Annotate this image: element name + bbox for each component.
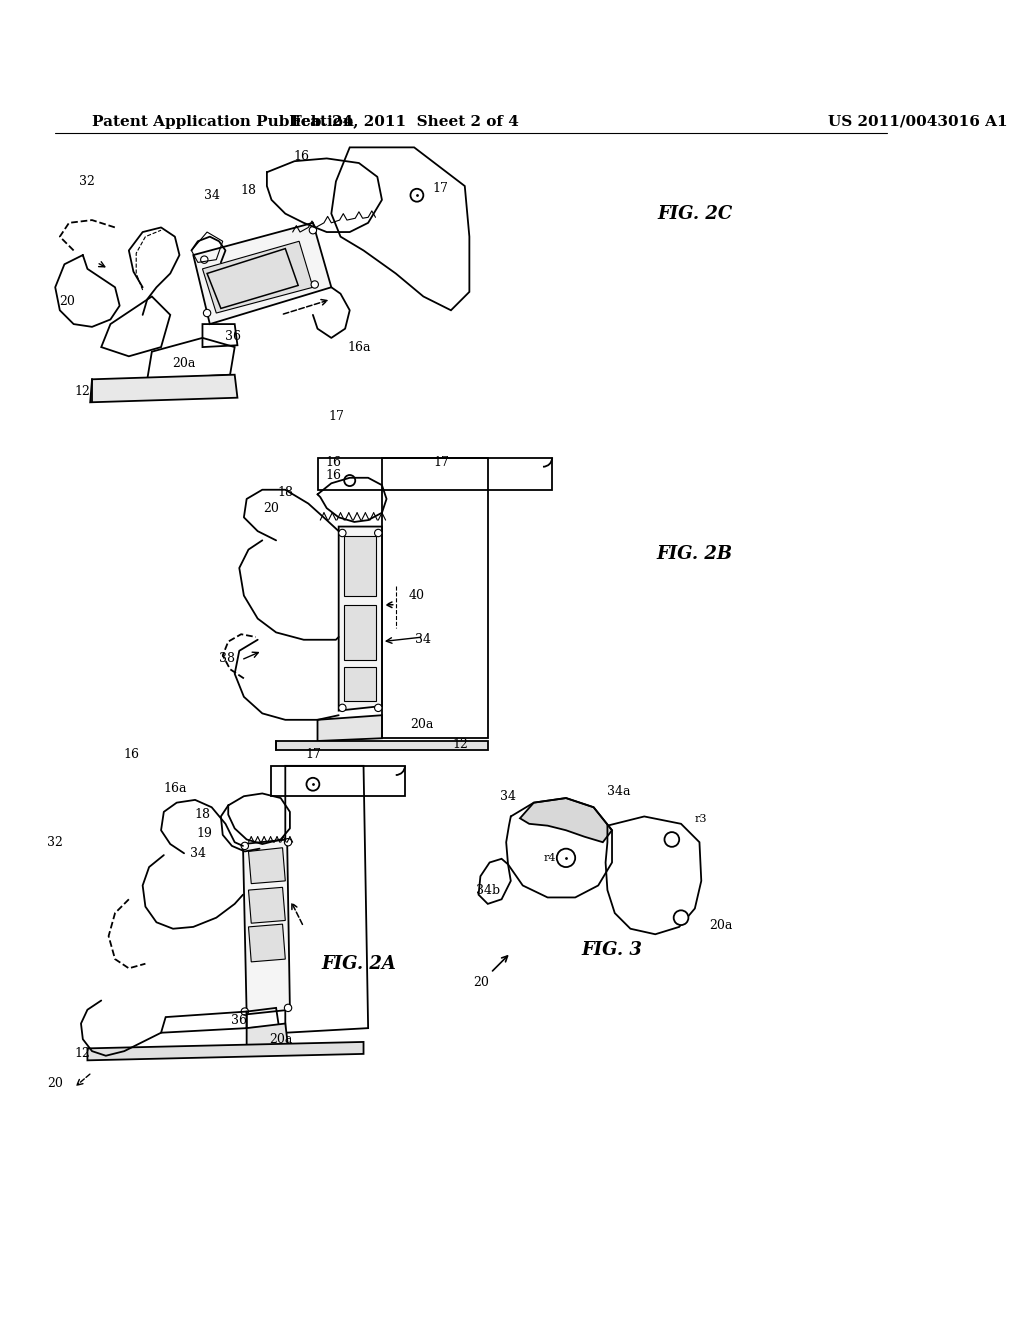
Polygon shape: [243, 840, 290, 1014]
Text: 16: 16: [124, 748, 139, 762]
Text: 34b: 34b: [476, 883, 500, 896]
Circle shape: [309, 227, 316, 234]
Circle shape: [204, 309, 211, 317]
Text: FIG. 2A: FIG. 2A: [322, 954, 396, 973]
Text: 40: 40: [409, 589, 425, 602]
Polygon shape: [339, 527, 382, 710]
Polygon shape: [317, 715, 382, 741]
Circle shape: [306, 777, 319, 791]
Text: 20: 20: [47, 1077, 63, 1090]
Text: 12: 12: [75, 1047, 91, 1060]
Polygon shape: [249, 924, 286, 962]
Text: 17: 17: [434, 455, 450, 469]
Polygon shape: [203, 242, 313, 313]
Text: 16: 16: [326, 455, 341, 469]
Text: 20: 20: [59, 294, 75, 308]
Circle shape: [285, 1005, 292, 1011]
Text: 12: 12: [453, 738, 468, 751]
Text: 17: 17: [305, 748, 321, 762]
Text: r4: r4: [543, 853, 556, 863]
Text: FIG. 2B: FIG. 2B: [656, 545, 733, 564]
Text: 18: 18: [278, 486, 293, 499]
Circle shape: [339, 704, 346, 711]
Text: 20a: 20a: [709, 919, 732, 932]
Polygon shape: [344, 605, 377, 660]
Text: Feb. 24, 2011  Sheet 2 of 4: Feb. 24, 2011 Sheet 2 of 4: [291, 115, 519, 128]
Circle shape: [674, 911, 688, 925]
Text: 38: 38: [219, 652, 236, 665]
Polygon shape: [247, 1023, 288, 1048]
Circle shape: [241, 1008, 249, 1015]
Text: r3: r3: [695, 814, 708, 824]
Polygon shape: [520, 799, 612, 842]
Polygon shape: [87, 1041, 364, 1060]
Text: 20: 20: [473, 975, 489, 989]
Circle shape: [375, 529, 382, 537]
Text: 20a: 20a: [410, 718, 433, 731]
Text: 36: 36: [231, 1014, 247, 1027]
Text: 16a: 16a: [347, 341, 371, 354]
Circle shape: [285, 838, 292, 846]
Circle shape: [311, 281, 318, 288]
Circle shape: [344, 475, 355, 486]
Text: 34: 34: [500, 789, 516, 803]
Polygon shape: [249, 887, 286, 923]
Text: FIG. 3: FIG. 3: [582, 941, 642, 958]
Circle shape: [201, 256, 208, 263]
Text: 32: 32: [80, 176, 95, 187]
Circle shape: [411, 189, 423, 202]
Text: 32: 32: [47, 836, 63, 849]
Text: 34: 34: [416, 634, 431, 647]
Polygon shape: [249, 847, 286, 883]
Text: 34a: 34a: [606, 785, 630, 799]
Text: 16: 16: [294, 150, 310, 164]
Circle shape: [557, 849, 575, 867]
Circle shape: [665, 832, 679, 847]
Text: Patent Application Publication: Patent Application Publication: [92, 115, 354, 128]
Text: 36: 36: [225, 330, 241, 343]
Text: 20a: 20a: [269, 1032, 293, 1045]
Text: FIG. 2C: FIG. 2C: [657, 205, 732, 223]
Text: 34: 34: [189, 846, 206, 859]
Text: 18: 18: [241, 183, 256, 197]
Polygon shape: [276, 741, 487, 750]
Text: US 2011/0043016 A1: US 2011/0043016 A1: [828, 115, 1008, 128]
Text: 20: 20: [263, 502, 280, 515]
Polygon shape: [194, 223, 332, 325]
Text: 34: 34: [204, 189, 220, 202]
Circle shape: [375, 704, 382, 711]
Text: 16a: 16a: [163, 783, 186, 796]
Text: 17: 17: [432, 182, 447, 195]
Polygon shape: [344, 668, 377, 701]
Circle shape: [339, 529, 346, 537]
Circle shape: [241, 842, 249, 850]
Text: 12: 12: [75, 384, 91, 397]
Text: 18: 18: [195, 808, 211, 821]
Text: 20a: 20a: [172, 358, 196, 370]
Polygon shape: [344, 536, 377, 595]
Text: 19: 19: [197, 826, 212, 840]
Text: 17: 17: [329, 409, 345, 422]
Polygon shape: [90, 375, 238, 403]
Text: 16: 16: [326, 470, 341, 482]
